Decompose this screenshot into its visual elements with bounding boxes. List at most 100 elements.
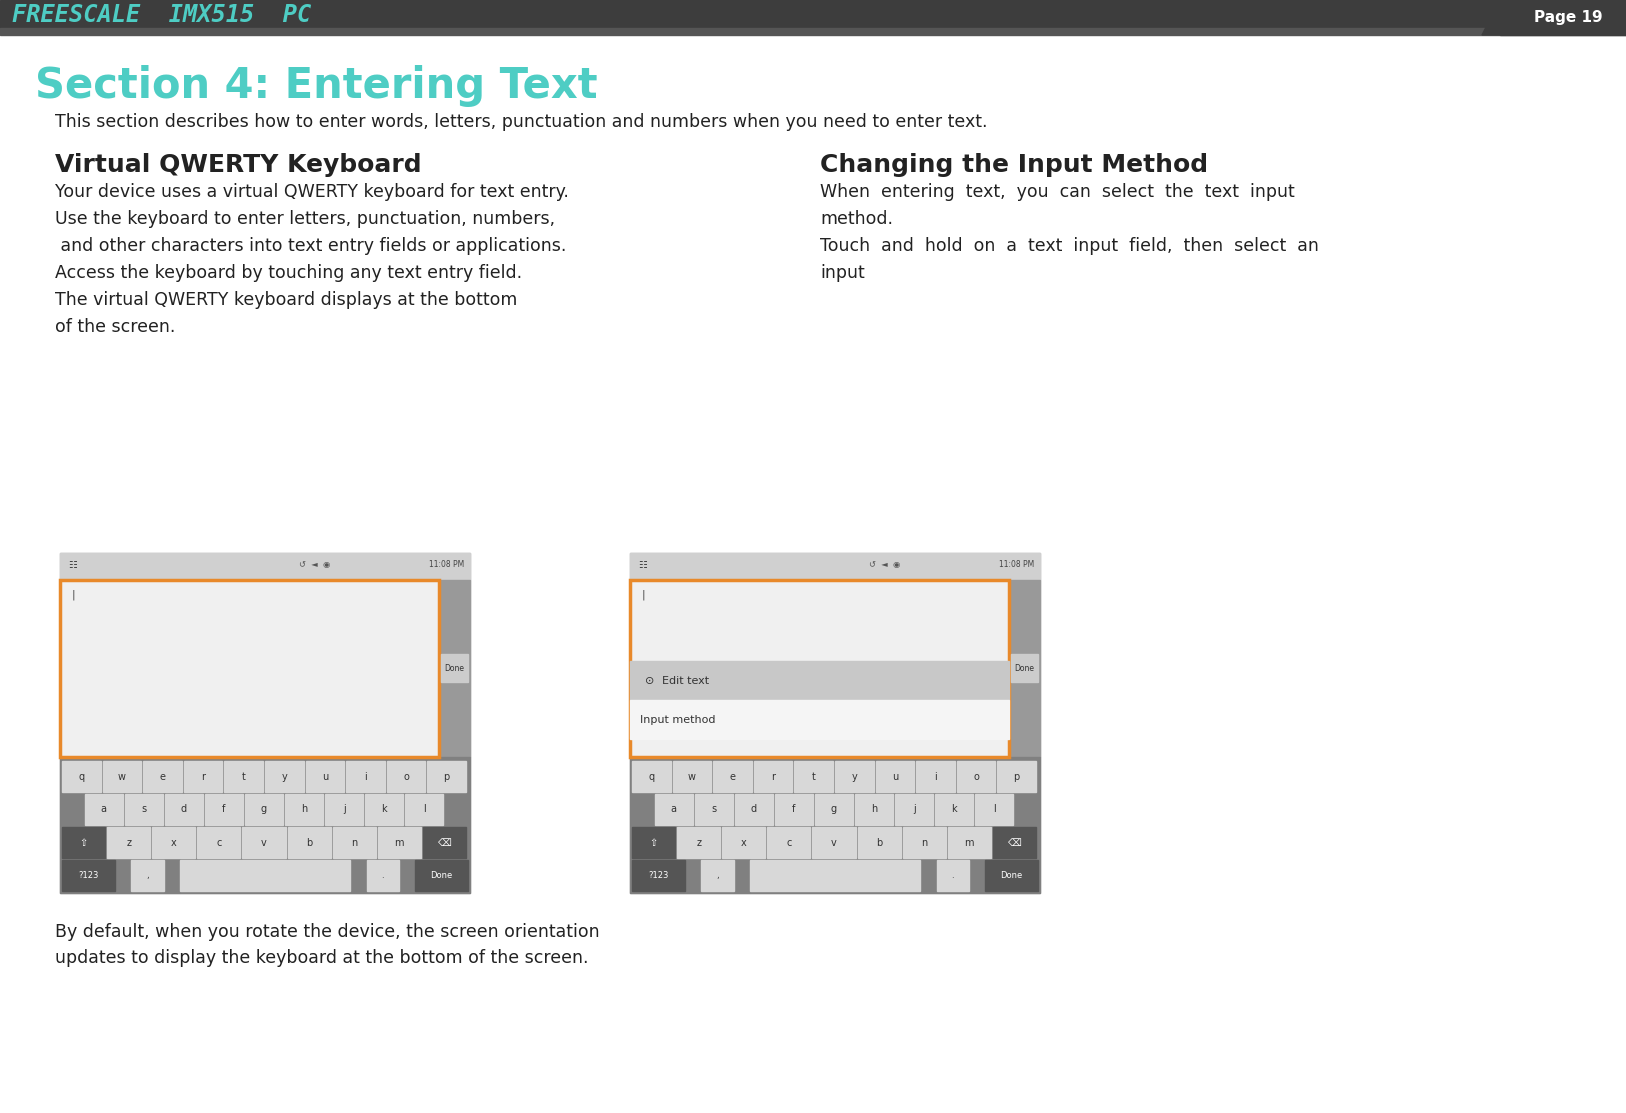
Bar: [423, 827, 467, 858]
Bar: [937, 860, 969, 892]
Bar: [415, 860, 468, 892]
Text: f: f: [792, 805, 795, 815]
Bar: [405, 794, 444, 825]
Text: Done: Done: [444, 663, 465, 672]
Bar: [1501, 0, 1626, 35]
Text: Your device uses a virtual QWERTY keyboard for text entry.: Your device uses a virtual QWERTY keyboa…: [55, 183, 569, 201]
Bar: [694, 794, 733, 825]
Text: Changing the Input Method: Changing the Input Method: [820, 152, 1208, 177]
Text: d: d: [180, 805, 187, 815]
Text: h: h: [872, 805, 876, 815]
Text: ↺  ◄  ◉: ↺ ◄ ◉: [868, 561, 899, 570]
Text: j: j: [912, 805, 915, 815]
Bar: [164, 794, 203, 825]
Text: updates to display the keyboard at the bottom of the screen.: updates to display the keyboard at the b…: [55, 949, 589, 967]
Bar: [633, 827, 675, 858]
Text: v: v: [262, 837, 267, 847]
Bar: [265, 761, 304, 792]
Text: Virtual QWERTY Keyboard: Virtual QWERTY Keyboard: [55, 152, 421, 177]
Text: Done: Done: [1015, 663, 1034, 672]
Text: method.: method.: [820, 210, 893, 228]
Text: o: o: [974, 771, 979, 781]
Bar: [333, 827, 376, 858]
Bar: [673, 761, 711, 792]
Text: When  entering  text,  you  can  select  the  text  input: When entering text, you can select the t…: [820, 183, 1294, 201]
Text: x: x: [171, 837, 177, 847]
Text: d: d: [751, 805, 756, 815]
Text: b: b: [306, 837, 312, 847]
Bar: [655, 794, 693, 825]
Bar: [60, 553, 470, 893]
Polygon shape: [1481, 0, 1501, 35]
Bar: [153, 827, 195, 858]
Bar: [902, 827, 946, 858]
Bar: [197, 827, 241, 858]
Text: Page 19: Page 19: [1533, 10, 1602, 24]
Bar: [125, 794, 163, 825]
Bar: [132, 860, 164, 892]
Bar: [855, 794, 893, 825]
Bar: [205, 794, 242, 825]
Text: s: s: [711, 805, 717, 815]
Bar: [288, 827, 330, 858]
Bar: [815, 794, 854, 825]
Bar: [629, 580, 1010, 757]
Text: c: c: [787, 837, 792, 847]
Text: By default, when you rotate the device, the screen orientation: By default, when you rotate the device, …: [55, 923, 600, 940]
Text: a: a: [101, 805, 107, 815]
Bar: [85, 794, 122, 825]
Bar: [813, 827, 855, 858]
Bar: [242, 827, 286, 858]
Text: Use the keyboard to enter letters, punctuation, numbers,: Use the keyboard to enter letters, punct…: [55, 210, 554, 228]
Text: ⌫: ⌫: [1008, 837, 1021, 847]
Text: u: u: [891, 771, 898, 781]
Text: e: e: [159, 771, 166, 781]
Bar: [629, 553, 1041, 580]
Bar: [956, 761, 995, 792]
Text: c: c: [216, 837, 221, 847]
Bar: [875, 761, 914, 792]
Text: ⊙: ⊙: [646, 676, 654, 686]
Bar: [180, 860, 350, 892]
Bar: [896, 794, 933, 825]
Text: z: z: [127, 837, 132, 847]
Bar: [836, 761, 873, 792]
Bar: [143, 761, 182, 792]
Text: p: p: [444, 771, 450, 781]
Text: i: i: [933, 771, 937, 781]
Bar: [0, 28, 1626, 35]
Bar: [60, 757, 470, 893]
Bar: [62, 827, 106, 858]
Bar: [366, 794, 403, 825]
Text: u: u: [322, 771, 328, 781]
Bar: [60, 553, 470, 580]
Text: y: y: [281, 771, 288, 781]
Text: s: s: [141, 805, 146, 815]
Text: t: t: [811, 771, 816, 781]
Bar: [184, 761, 223, 792]
Bar: [428, 761, 467, 792]
Bar: [0, 0, 1626, 28]
Text: .: .: [951, 871, 954, 880]
Text: l: l: [993, 805, 995, 815]
Text: i: i: [364, 771, 367, 781]
Bar: [107, 827, 150, 858]
Bar: [993, 827, 1036, 858]
Text: g: g: [260, 805, 267, 815]
Text: l: l: [423, 805, 426, 815]
Bar: [629, 553, 1041, 893]
Bar: [439, 580, 470, 757]
Text: The virtual QWERTY keyboard displays at the bottom: The virtual QWERTY keyboard displays at …: [55, 290, 517, 309]
Bar: [701, 860, 733, 892]
Text: of the screen.: of the screen.: [55, 318, 176, 336]
Text: p: p: [1013, 771, 1020, 781]
Bar: [722, 827, 766, 858]
Bar: [62, 860, 115, 892]
Text: h: h: [301, 805, 307, 815]
Text: o: o: [403, 771, 410, 781]
Text: j: j: [343, 805, 346, 815]
Text: f: f: [223, 805, 226, 815]
Bar: [246, 794, 283, 825]
Text: q: q: [649, 771, 654, 781]
Bar: [985, 860, 1037, 892]
